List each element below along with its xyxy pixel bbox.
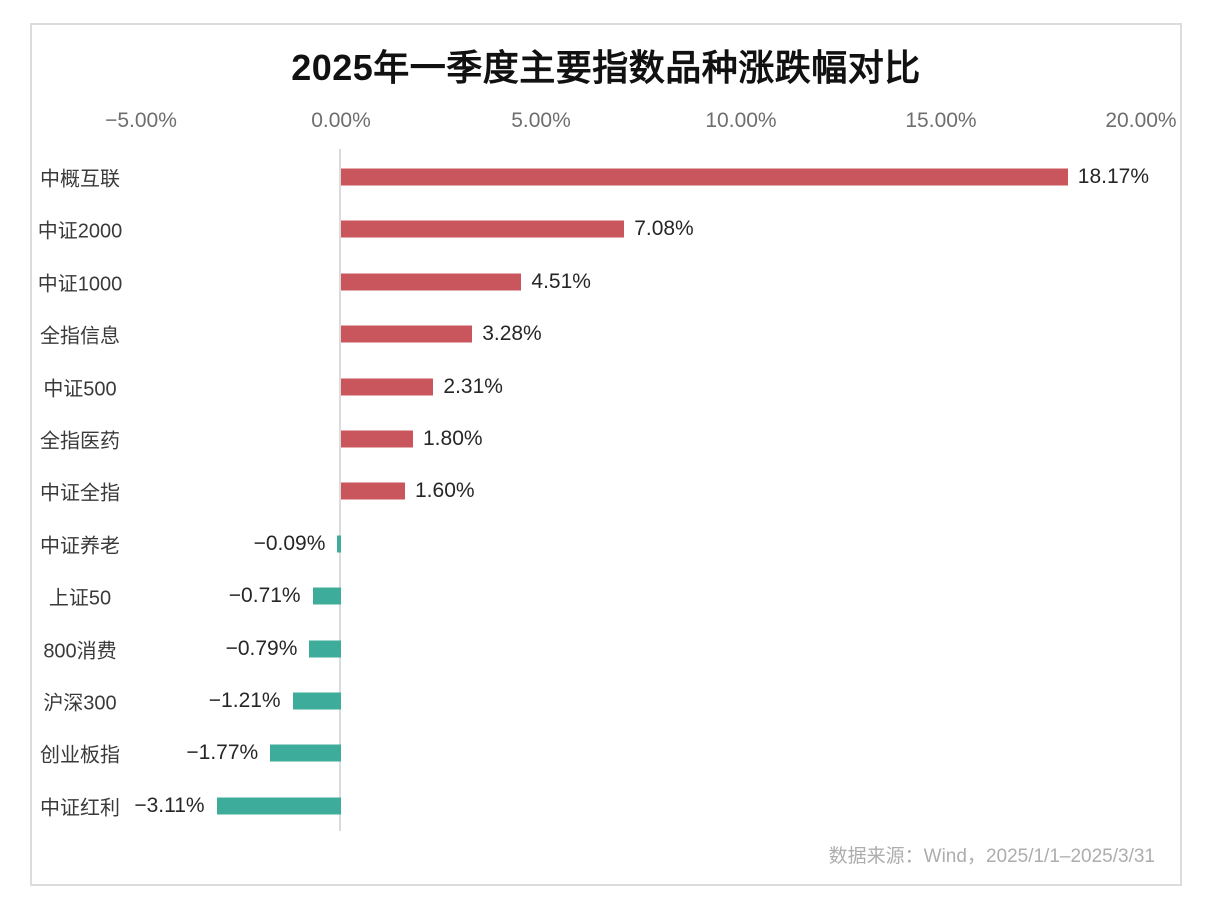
value-label: −0.71%	[228, 584, 301, 608]
category-label: 中证500	[43, 378, 117, 401]
bar-row: 中概互联 18.17%	[32, 151, 1180, 203]
value-label: 7.08%	[634, 217, 694, 241]
category-label: 中证1000	[37, 273, 123, 296]
x-axis-tick-label: 10.00%	[705, 109, 777, 132]
chart-card: 2025年一季度主要指数品种涨跌幅对比 −5.00% 0.00% 5.00% 10.0…	[30, 23, 1182, 886]
bar-row: 800消费 −0.79%	[32, 623, 1180, 675]
value-label: 1.80%	[423, 427, 483, 450]
bar	[270, 744, 341, 762]
x-axis-tick-label: 0.00%	[311, 109, 371, 132]
data-source-note: 数据来源：Wind，2025/1/1–2025/3/31	[828, 846, 1155, 867]
category-label: 创业板指	[40, 744, 120, 767]
plot-area: 中概互联 18.17% 中证2000 7.08% 中证1000 4.51% 全指信息 3.28…	[32, 25, 1180, 884]
zero-axis-line	[339, 149, 341, 831]
bar-row: 中证红利 −3.11%	[32, 780, 1180, 832]
bar	[337, 535, 341, 553]
bar	[312, 587, 341, 605]
value-label: −0.09%	[253, 531, 326, 555]
category-label: 沪深300	[43, 692, 117, 715]
bar	[292, 692, 341, 710]
category-label: 中证养老	[40, 535, 120, 558]
x-axis-tick-label: 5.00%	[511, 109, 571, 132]
bar	[341, 378, 434, 396]
x-axis-tick-label: −5.00%	[105, 109, 177, 132]
x-axis-tick-label: 20.00%	[1105, 109, 1177, 132]
chart-title: 2025年一季度主要指数品种涨跌幅对比	[291, 47, 921, 88]
bar-row: 沪深300 −1.21%	[32, 675, 1180, 727]
bar-row: 创业板指 −1.77%	[32, 727, 1180, 779]
x-axis: −5.00% 0.00% 5.00% 10.00% 15.00% 20.00%	[32, 25, 1180, 145]
bar-row: 中证500 2.31%	[32, 361, 1180, 413]
bar-row: 全指医药 1.80%	[32, 413, 1180, 465]
category-label: 中概互联	[40, 168, 120, 191]
bar	[341, 220, 625, 238]
bar-row: 中证1000 4.51%	[32, 256, 1180, 308]
bar	[341, 325, 473, 343]
value-label: 2.31%	[443, 374, 503, 398]
bar	[341, 273, 522, 291]
x-axis-tick-label: 15.00%	[905, 109, 977, 132]
category-label: 中证红利	[40, 797, 120, 820]
bar	[341, 482, 405, 500]
category-label: 上证50	[48, 587, 112, 610]
value-label: 4.51%	[531, 269, 591, 293]
bar-row: 中证2000 7.08%	[32, 203, 1180, 255]
category-label: 全指信息	[40, 325, 120, 348]
bar	[309, 640, 341, 658]
category-label: 800消费	[43, 640, 117, 663]
bar-row: 中证全指 1.60%	[32, 465, 1180, 517]
value-label: 3.28%	[482, 322, 542, 346]
category-label: 中证全指	[40, 482, 120, 505]
value-label: 1.60%	[415, 479, 475, 503]
value-label: −3.11%	[134, 793, 205, 817]
bar-row: 中证养老 −0.09%	[32, 518, 1180, 570]
bar	[341, 168, 1068, 186]
value-label: −1.21%	[208, 689, 281, 712]
category-label: 全指医药	[40, 430, 120, 453]
bar-row: 上证50 −0.71%	[32, 570, 1180, 622]
value-label: 18.17%	[1077, 165, 1150, 188]
category-label: 中证2000	[37, 220, 123, 243]
bar	[341, 430, 413, 448]
bar	[216, 797, 341, 815]
value-label: −1.77%	[186, 741, 259, 765]
value-label: −0.79%	[225, 636, 298, 660]
bar-row: 全指信息 3.28%	[32, 308, 1180, 360]
